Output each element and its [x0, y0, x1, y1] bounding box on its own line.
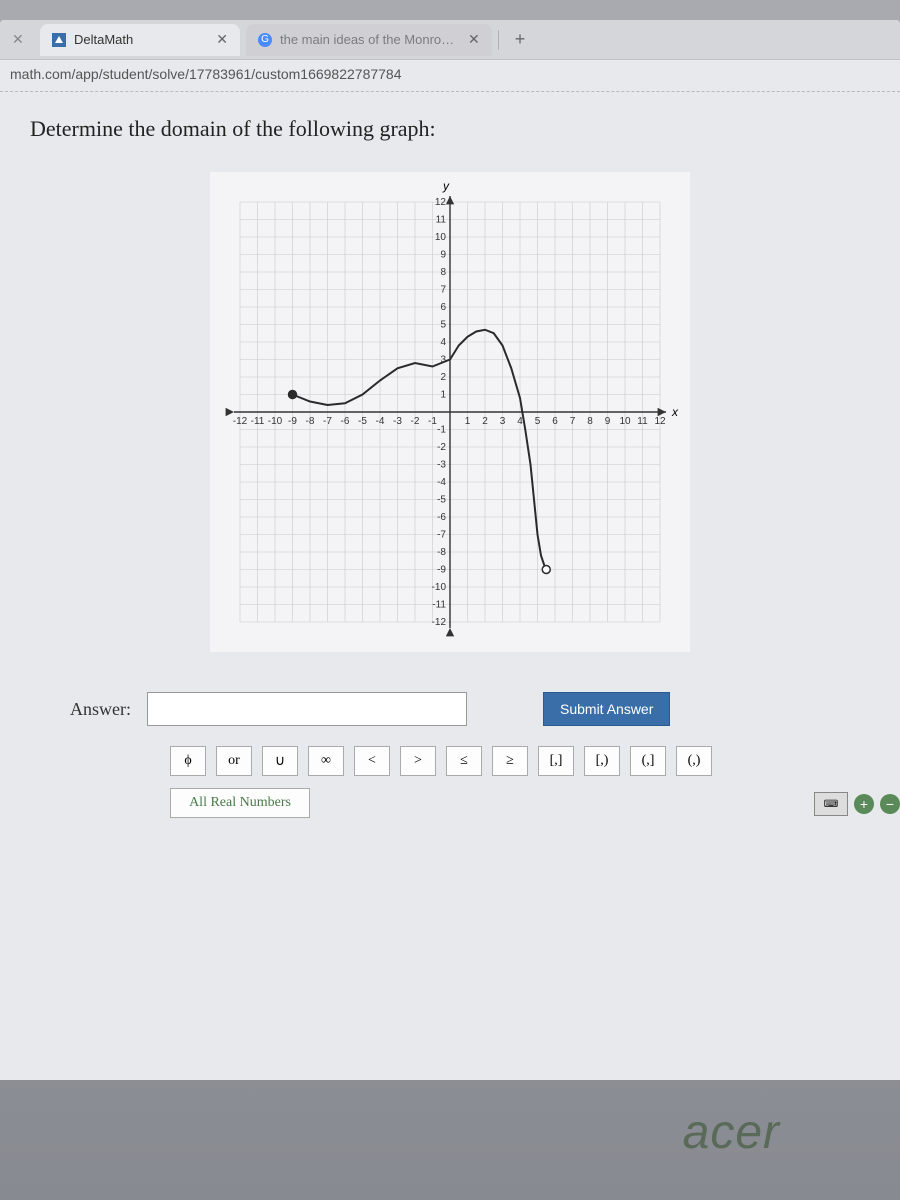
symbol-row-2: All Real Numbers — [170, 788, 870, 818]
svg-text:5: 5 — [535, 416, 541, 427]
svg-text:-6: -6 — [437, 512, 446, 523]
svg-text:3: 3 — [500, 416, 506, 427]
svg-text:-2: -2 — [437, 442, 446, 453]
symbol-button[interactable]: ≤ — [446, 746, 482, 776]
svg-text:5: 5 — [440, 320, 446, 331]
svg-text:12: 12 — [654, 416, 666, 427]
svg-text:-10: -10 — [432, 582, 447, 593]
deltamath-icon — [52, 33, 66, 47]
svg-text:-5: -5 — [437, 495, 446, 506]
tab-title: the main ideas of the Monroe Do — [280, 32, 460, 47]
answer-row: Answer: Submit Answer — [70, 692, 870, 726]
coordinate-graph: xy-12-11-10-9-8-7-6-5-4-3-2-112345678910… — [210, 172, 690, 652]
close-icon[interactable]: ✕ — [12, 31, 24, 48]
laptop-brand: acer — [683, 1105, 780, 1160]
tab-close-icon[interactable]: ✕ — [216, 31, 228, 48]
svg-text:11: 11 — [637, 416, 648, 427]
symbol-button[interactable]: > — [400, 746, 436, 776]
answer-label: Answer: — [70, 699, 131, 720]
svg-text:-2: -2 — [411, 416, 420, 427]
symbol-button[interactable]: ∪ — [262, 746, 298, 776]
symbol-button[interactable]: ≥ — [492, 746, 528, 776]
svg-text:-1: -1 — [428, 416, 437, 427]
svg-text:-4: -4 — [376, 416, 385, 427]
svg-text:7: 7 — [440, 285, 446, 296]
svg-text:6: 6 — [440, 302, 446, 313]
answer-input[interactable] — [147, 692, 467, 726]
symbol-button[interactable]: or — [216, 746, 252, 776]
svg-text:4: 4 — [440, 337, 446, 348]
svg-text:2: 2 — [482, 416, 488, 427]
svg-text:-3: -3 — [437, 460, 446, 471]
svg-text:-11: -11 — [251, 416, 265, 427]
symbol-button[interactable]: ∞ — [308, 746, 344, 776]
tab-google[interactable]: G the main ideas of the Monroe Do ✕ — [246, 24, 492, 56]
svg-text:-7: -7 — [437, 530, 446, 541]
svg-text:-1: -1 — [437, 425, 446, 436]
svg-text:10: 10 — [435, 232, 447, 243]
svg-text:-11: -11 — [432, 600, 446, 611]
tab-divider — [498, 30, 499, 50]
svg-text:11: 11 — [436, 215, 447, 226]
symbol-button[interactable]: [,) — [584, 746, 620, 776]
svg-text:-6: -6 — [341, 416, 350, 427]
submit-button[interactable]: Submit Answer — [543, 692, 670, 726]
tab-close-icon[interactable]: ✕ — [468, 31, 480, 48]
url-text: math.com/app/student/solve/17783961/cust… — [10, 66, 402, 82]
new-tab-button[interactable]: + — [505, 29, 536, 50]
svg-text:y: y — [442, 179, 450, 193]
svg-text:12: 12 — [435, 197, 447, 208]
zoom-out-icon[interactable]: − — [880, 794, 900, 814]
svg-text:9: 9 — [440, 250, 446, 261]
svg-text:-5: -5 — [358, 416, 367, 427]
symbol-row: ϕor ∪ ∞ < > ≤ ≥ [,] [,) (,] (,) — [170, 746, 870, 776]
svg-text:-7: -7 — [323, 416, 332, 427]
svg-text:9: 9 — [605, 416, 611, 427]
svg-text:-4: -4 — [437, 477, 446, 488]
tab-deltamath[interactable]: DeltaMath ✕ — [40, 24, 240, 56]
url-bar[interactable]: math.com/app/student/solve/17783961/cust… — [0, 60, 900, 92]
svg-text:-10: -10 — [268, 416, 283, 427]
svg-text:8: 8 — [440, 267, 446, 278]
page-content: Determine the domain of the following gr… — [0, 92, 900, 1080]
svg-text:x: x — [671, 405, 679, 419]
svg-text:8: 8 — [587, 416, 593, 427]
browser-tab-bar: ✕ DeltaMath ✕ G the main ideas of the Mo… — [0, 20, 900, 60]
symbol-button[interactable]: [,] — [538, 746, 574, 776]
google-icon: G — [258, 33, 272, 47]
svg-text:1: 1 — [465, 416, 471, 427]
symbol-button[interactable]: < — [354, 746, 390, 776]
svg-text:-3: -3 — [393, 416, 402, 427]
symbol-button[interactable]: (,) — [676, 746, 712, 776]
svg-text:-12: -12 — [432, 617, 447, 628]
svg-text:10: 10 — [619, 416, 631, 427]
svg-text:-8: -8 — [306, 416, 315, 427]
all-real-numbers-button[interactable]: All Real Numbers — [170, 788, 310, 818]
symbol-button[interactable]: (,] — [630, 746, 666, 776]
keyboard-icon[interactable]: ⌨ — [814, 792, 848, 816]
question-text: Determine the domain of the following gr… — [30, 116, 870, 142]
tab-title: DeltaMath — [74, 32, 133, 47]
svg-text:7: 7 — [570, 416, 576, 427]
svg-text:6: 6 — [552, 416, 558, 427]
svg-text:-9: -9 — [437, 565, 446, 576]
svg-text:-9: -9 — [288, 416, 297, 427]
svg-text:-12: -12 — [233, 416, 248, 427]
toolbar-right: ⌨ + − — [814, 792, 900, 816]
svg-text:1: 1 — [440, 390, 446, 401]
svg-text:2: 2 — [440, 372, 446, 383]
symbol-button[interactable]: ϕ — [170, 746, 206, 776]
svg-text:-8: -8 — [437, 547, 446, 558]
graph-container: xy-12-11-10-9-8-7-6-5-4-3-2-112345678910… — [30, 172, 870, 652]
zoom-in-icon[interactable]: + — [854, 794, 874, 814]
